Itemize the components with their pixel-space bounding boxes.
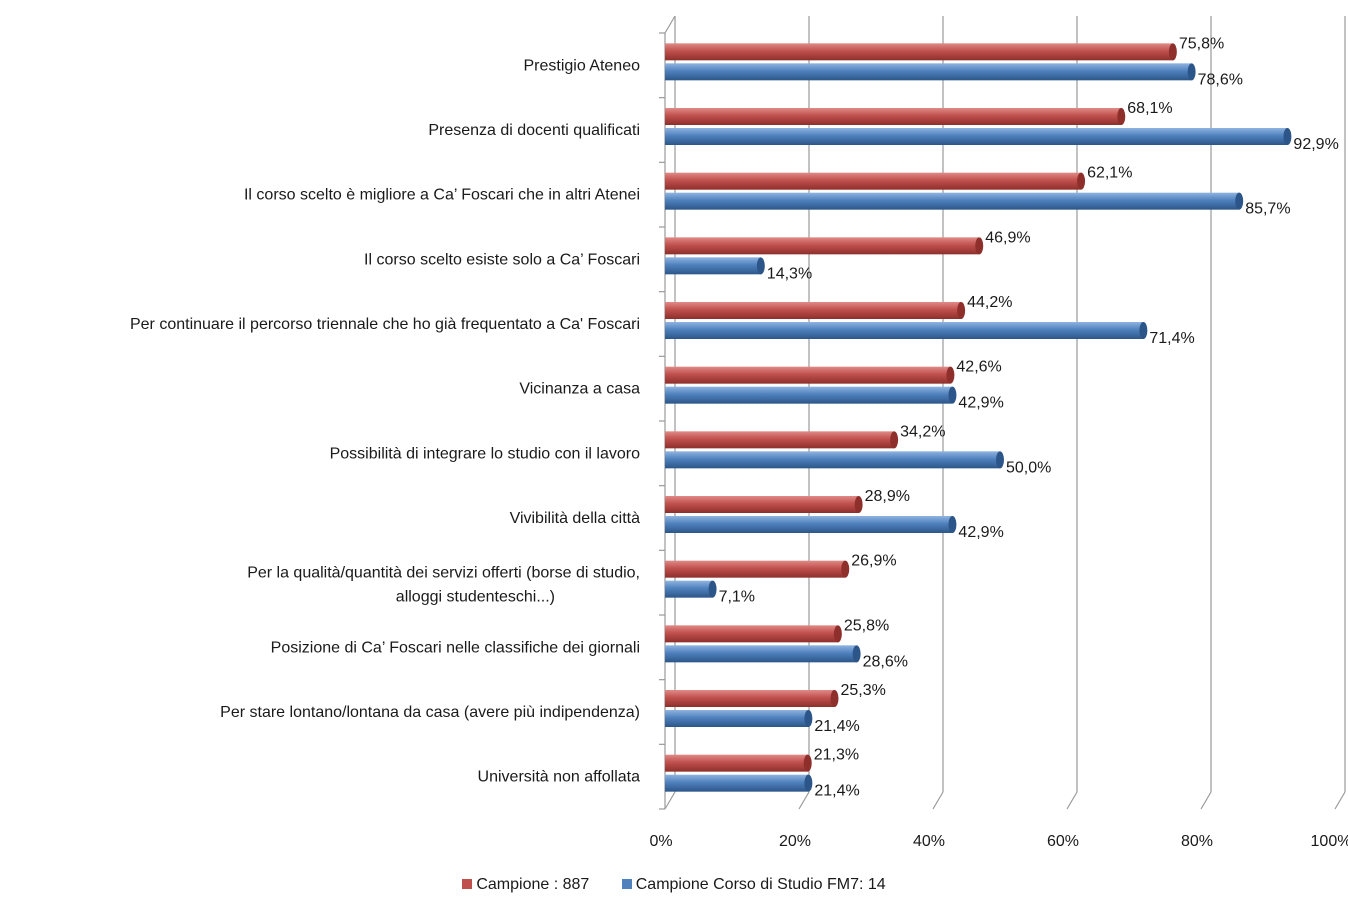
gridline — [1200, 791, 1212, 810]
data-label: 92,9% — [1293, 136, 1338, 153]
category-label: Vicinanza a casa — [519, 381, 640, 398]
gridlines — [659, 15, 1346, 810]
data-label: 28,9% — [865, 488, 910, 505]
data-label: 75,8% — [1179, 35, 1224, 52]
x-tick-label: 0% — [649, 833, 672, 850]
data-label: 85,7% — [1245, 201, 1290, 218]
category-label: Per continuare il percorso triennale che… — [130, 316, 640, 333]
data-label: 14,3% — [767, 265, 812, 282]
data-label: 21,3% — [814, 747, 859, 764]
bar-campione — [665, 172, 1086, 190]
category-label: Il corso scelto è migliore a Ca’ Foscari… — [244, 187, 640, 204]
bar-corso-fm7 — [665, 774, 813, 792]
bar-corso-fm7 — [665, 386, 957, 404]
legend-label: Campione : 887 — [476, 876, 590, 893]
bar-campione — [665, 690, 839, 707]
category-label: Possibilità di integrare lo studio con i… — [330, 445, 640, 462]
chart: Prestigio Ateneo Presenza di docenti qual… — [130, 15, 1348, 850]
x-tick-label: 80% — [1181, 833, 1213, 850]
category-label: Per la qualità/quantità dei servizi offe… — [247, 565, 640, 606]
gridline — [798, 791, 810, 810]
legend-swatch-red — [462, 879, 473, 889]
data-label: 7,1% — [719, 589, 755, 606]
data-label: 25,8% — [844, 617, 889, 634]
data-label: 21,4% — [814, 718, 859, 735]
bar-corso-fm7 — [665, 451, 1004, 469]
data-label: 21,4% — [814, 783, 859, 800]
legend-item-series-2: Campione Corso di Studio FM7: 14 — [621, 876, 886, 894]
category-label: Università non affollata — [478, 769, 641, 786]
data-label: 46,9% — [985, 229, 1030, 246]
bar-campione — [665, 560, 850, 578]
data-label: 28,6% — [863, 653, 908, 670]
x-tick-label: 60% — [1047, 833, 1079, 850]
legend-label: Campione Corso di Studio FM7: 14 — [635, 876, 886, 893]
gridline — [664, 791, 676, 810]
data-label: 71,4% — [1149, 330, 1194, 347]
data-label: 44,2% — [967, 294, 1012, 311]
bar-corso-fm7 — [665, 192, 1244, 210]
legend-swatch-blue — [621, 879, 632, 889]
bar-corso-fm7 — [665, 63, 1196, 81]
bar-corso-fm7 — [665, 257, 765, 275]
x-tick-label: 100% — [1311, 833, 1348, 850]
gridline — [1066, 791, 1078, 810]
data-label: 42,9% — [958, 395, 1003, 412]
x-axis-ticks: 0% 20% 40% 60% 80% 100% — [649, 833, 1348, 850]
bar-corso-fm7 — [665, 516, 957, 533]
category-label: Prestigio Ateneo — [523, 57, 640, 74]
data-label: 62,1% — [1087, 165, 1132, 182]
bar-corso-fm7 — [665, 580, 717, 598]
bar-corso-fm7 — [665, 128, 1292, 145]
gridline — [932, 791, 944, 810]
data-label: 68,1% — [1127, 100, 1172, 117]
category-label: Presenza di docenti qualificati — [428, 122, 640, 139]
data-label: 34,2% — [900, 423, 945, 440]
legend-item-series-1: Campione : 887 — [462, 876, 589, 894]
bar-corso-fm7 — [665, 322, 1148, 339]
bar-campione — [665, 108, 1126, 125]
x-tick-label: 20% — [779, 833, 811, 850]
bar-campione — [665, 237, 984, 255]
bar-campione — [665, 43, 1177, 61]
data-label: 50,0% — [1006, 459, 1051, 476]
x-tick-label: 40% — [913, 833, 945, 850]
category-label: Posizione di Ca’ Foscari nelle classific… — [271, 639, 640, 656]
category-label: Il corso scelto esiste solo a Ca’ Foscar… — [364, 251, 640, 268]
data-label: 42,9% — [958, 524, 1003, 541]
category-label: Vivibilità della città — [510, 510, 641, 527]
category-labels: Prestigio Ateneo Presenza di docenti qual… — [130, 57, 640, 785]
data-label: 26,9% — [851, 553, 896, 570]
bar-corso-fm7 — [665, 710, 813, 727]
data-label: 25,3% — [841, 682, 886, 699]
y-axis-depth-line — [664, 15, 676, 34]
bar-campione — [665, 754, 812, 772]
bar-campione — [665, 625, 842, 643]
bar-campione — [665, 431, 899, 449]
legend: Campione : 887 Campione Corso di Studio … — [0, 876, 1348, 894]
data-label: 78,6% — [1198, 71, 1243, 88]
bars — [665, 43, 1292, 792]
bar-campione — [665, 366, 955, 384]
value-labels: 75,8% 68,1% 62,1% 46,9% 44,2% 42,6% 34,2% 28,9%… — [719, 35, 1339, 799]
data-label: 42,6% — [956, 359, 1001, 376]
bar-campione — [665, 302, 966, 319]
category-label: Per stare lontano/lontana da casa (avere… — [220, 704, 640, 721]
bar-campione — [665, 496, 863, 513]
gridline — [1334, 791, 1346, 810]
bar-corso-fm7 — [665, 645, 861, 663]
